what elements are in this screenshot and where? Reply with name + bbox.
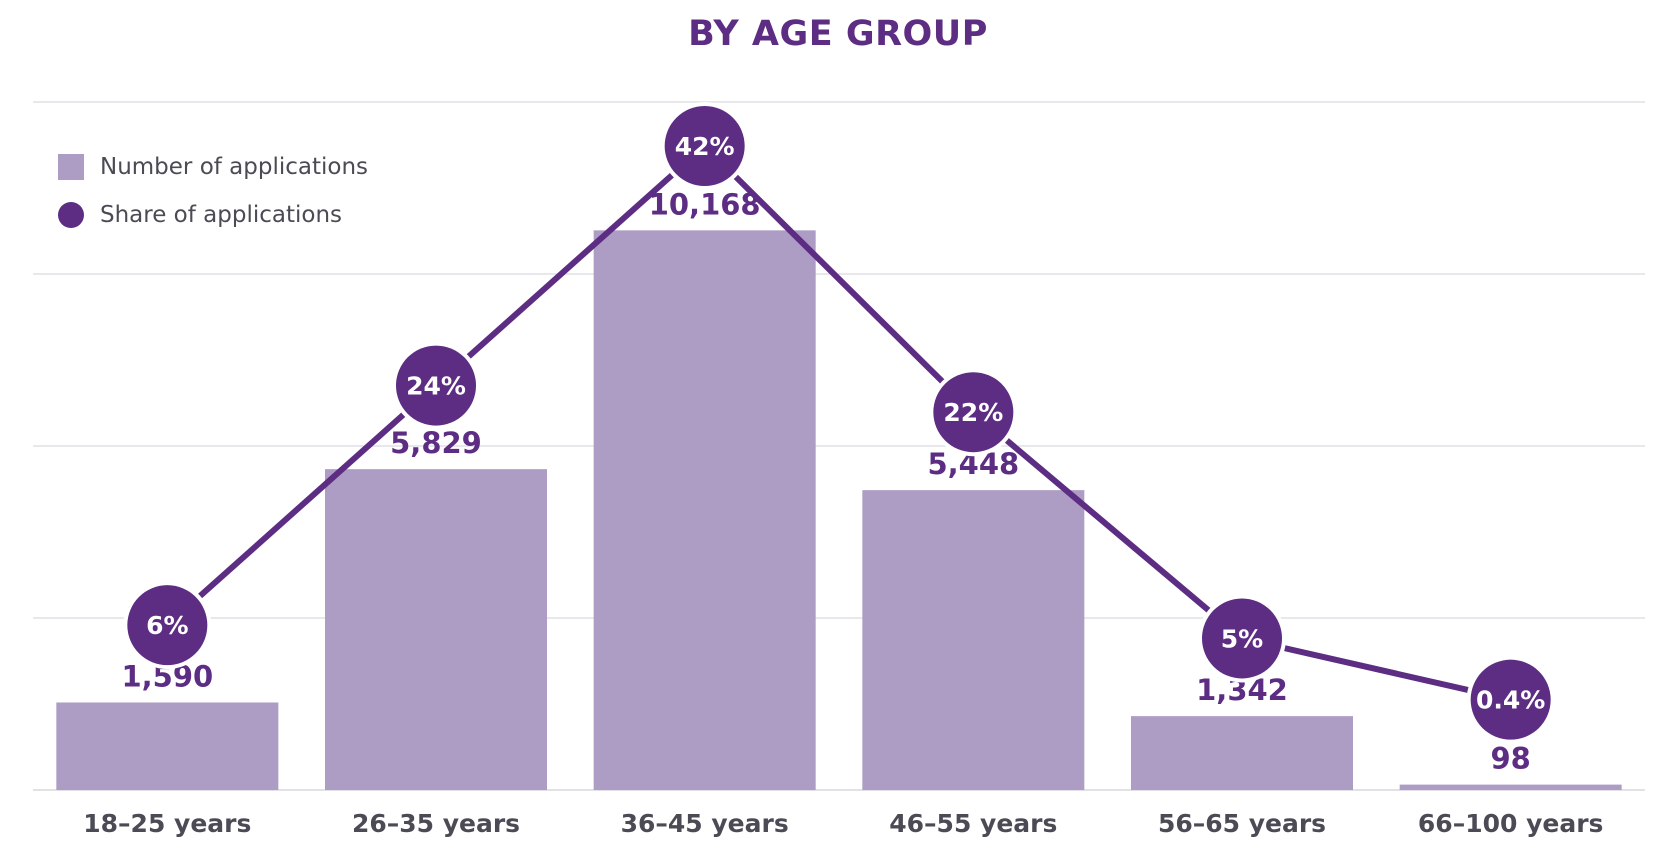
share-marker: [396, 345, 476, 426]
chart-title: BY AGE GROUP: [688, 14, 988, 54]
bar: [1131, 716, 1353, 790]
share-marker: [1470, 659, 1551, 740]
share-marker: [1202, 598, 1282, 679]
share-marker: [664, 106, 745, 186]
bar-value-label: 10,168: [649, 187, 761, 221]
category-tick-label: 36–45 years: [621, 809, 789, 838]
bar: [862, 490, 1085, 790]
legend-item-line: Share of applications: [58, 191, 368, 239]
share-value-label: 42%: [675, 132, 735, 161]
share-value-label: 0.4%: [1476, 686, 1545, 715]
bar: [325, 469, 547, 790]
category-tick-label: 26–35 years: [352, 809, 520, 838]
category-tick-label: 56–65 years: [1158, 809, 1326, 838]
chart-legend: Number of applications Share of applicat…: [58, 143, 368, 239]
bar: [56, 702, 279, 790]
share-value-label: 22%: [943, 398, 1003, 427]
bar-swatch-icon: [58, 154, 84, 180]
legend-label-bars: Number of applications: [100, 154, 369, 180]
legend-label-line: Share of applications: [100, 202, 343, 228]
category-tick-label: 46–55 years: [889, 809, 1057, 838]
bar: [593, 230, 816, 791]
share-value-label: 24%: [406, 372, 466, 401]
share-line: [165, 143, 1512, 703]
share-value-label: 5%: [1221, 624, 1263, 653]
share-marker: [127, 585, 208, 666]
share-marker: [933, 372, 1014, 453]
category-tick-label: 66–100 years: [1418, 809, 1604, 838]
legend-item-bars: Number of applications: [58, 143, 368, 191]
category-tick-label: 18–25 years: [83, 809, 251, 838]
bar: [1399, 784, 1622, 790]
bar-value-label: 5,829: [390, 426, 482, 460]
dot-swatch-icon: [58, 202, 84, 228]
bar-value-label: 98: [1490, 742, 1530, 776]
share-value-label: 6%: [146, 611, 188, 640]
